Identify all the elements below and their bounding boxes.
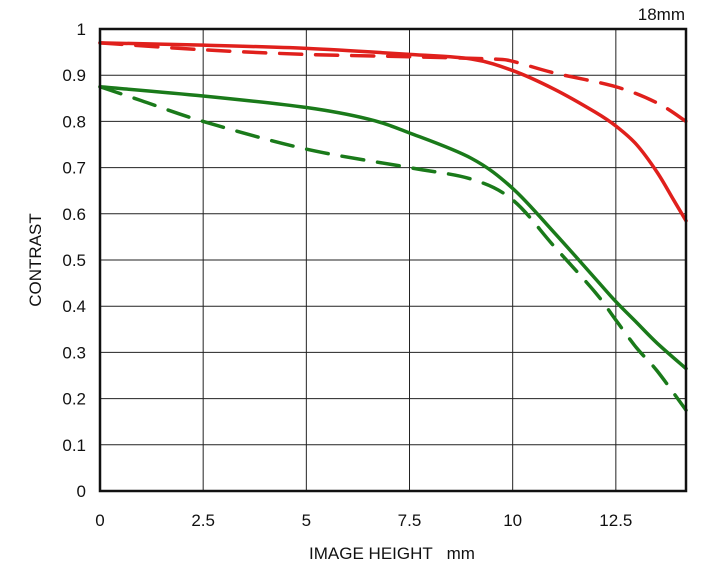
plot-frame (98, 27, 688, 493)
y-tick-label: 0.9 (62, 66, 86, 85)
series-line-4-dashed (98, 85, 688, 412)
y-tick-label: 0.6 (62, 205, 86, 224)
y-tick-label: 0.8 (62, 112, 86, 131)
x-tick-label: 12.5 (599, 511, 632, 530)
y-tick-label: 0.4 (62, 297, 86, 316)
x-tick-label: 7.5 (398, 511, 422, 530)
x-axis-label: IMAGE HEIGHT mm (309, 544, 475, 563)
y-tick-label: 0.1 (62, 436, 86, 455)
series-line-1-solid (98, 41, 688, 223)
y-tick-label: 0.5 (62, 251, 86, 270)
y-tick-label: 0.3 (62, 343, 86, 362)
x-tick-label: 0 (95, 511, 104, 530)
series-line-2-dashed (98, 41, 688, 124)
y-axis-label: CONTRAST (26, 213, 45, 307)
grid (99, 28, 686, 492)
x-tick-label: 10 (503, 511, 522, 530)
y-tick-label: 1 (77, 20, 86, 39)
tick-labels: 0 2.5 5 7.5 10 12.5 0 0.1 0.2 0.3 0.4 0.5 0.6 0.7 0.8 0… (62, 20, 632, 530)
x-tick-label: 5 (302, 511, 311, 530)
x-tick-label: 2.5 (191, 511, 215, 530)
y-tick-label: 0 (77, 482, 86, 501)
y-tick-label: 0.2 (62, 390, 86, 409)
series-line-3-solid (98, 85, 688, 371)
chart-title: 18mm (638, 5, 685, 24)
y-tick-label: 0.7 (62, 159, 86, 178)
series-lines (98, 41, 688, 412)
